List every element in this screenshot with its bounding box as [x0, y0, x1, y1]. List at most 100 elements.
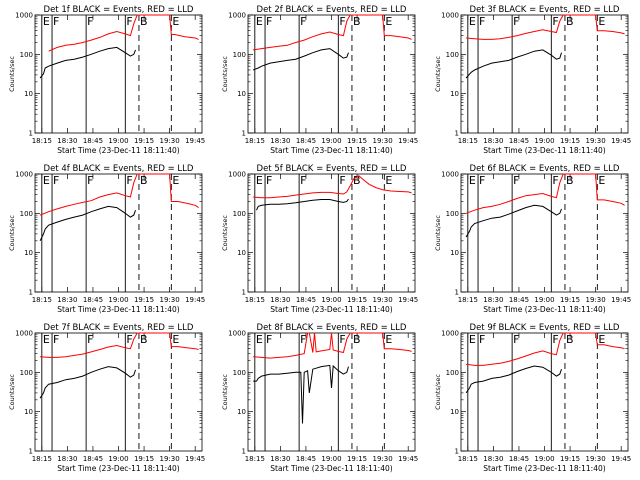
y-tick-label: 1000 — [15, 12, 33, 20]
series-lld-line — [48, 14, 199, 52]
x-axis-label: Start Time (23-Dec-11 18:11:40) — [483, 146, 605, 155]
x-tick-label: 19:30 — [160, 137, 180, 145]
x-tick-label: 18:30 — [57, 137, 77, 145]
event-marker-label: F — [266, 174, 272, 187]
x-tick-label: 19:30 — [586, 137, 606, 145]
event-marker-label: F — [87, 174, 93, 187]
event-marker-label: E — [385, 333, 392, 346]
series-lld-line — [466, 14, 625, 40]
series-events-line — [253, 364, 349, 424]
event-marker-label: E — [256, 15, 263, 28]
event-marker-label: B — [353, 174, 361, 187]
event-marker-label: F — [53, 174, 59, 187]
plot-frame — [34, 14, 203, 134]
x-tick-label: 19:45 — [185, 455, 205, 463]
series-lld-line — [253, 332, 412, 359]
y-tick-label: 1 — [242, 130, 246, 138]
x-tick-label: 19:15 — [134, 137, 154, 145]
event-marker-label: E — [598, 174, 605, 187]
x-tick-label: 19:15 — [347, 137, 367, 145]
y-axis-label: Counts/sec — [221, 215, 229, 251]
event-marker-label: F — [552, 15, 558, 28]
x-tick-label: 19:45 — [398, 296, 418, 304]
event-marker-label: E — [385, 15, 392, 28]
y-axis-label: Counts/sec — [8, 374, 16, 410]
x-tick-label: 19:30 — [586, 296, 606, 304]
y-tick-label: 1000 — [441, 12, 459, 20]
x-tick-label: 18:30 — [57, 296, 77, 304]
event-marker-label: E — [256, 333, 263, 346]
y-tick-label: 100 — [446, 210, 459, 218]
event-marker-label: F — [300, 333, 306, 346]
event-marker-label: F — [126, 333, 132, 346]
x-tick-label: 19:30 — [160, 296, 180, 304]
plot-frame — [247, 173, 416, 293]
event-marker-label: E — [598, 15, 605, 28]
event-marker-label: B — [140, 15, 148, 28]
panel-title: Det 2f BLACK = Events, RED = LLD — [257, 5, 407, 15]
x-tick-label: 19:15 — [347, 296, 367, 304]
x-tick-label: 18:30 — [270, 137, 290, 145]
event-marker-label: F — [300, 15, 306, 28]
y-tick-label: 1 — [455, 289, 459, 297]
x-tick-label: 18:30 — [57, 455, 77, 463]
y-tick-label: 10 — [450, 408, 459, 416]
x-tick-label: 19:00 — [534, 455, 554, 463]
x-tick-label: 18:15 — [458, 296, 478, 304]
panel-title: Det 8f BLACK = Events, RED = LLD — [257, 323, 407, 333]
x-axis-label: Start Time (23-Dec-11 18:11:40) — [57, 146, 179, 155]
x-tick-label: 19:15 — [560, 455, 580, 463]
y-axis-label: Counts/sec — [221, 56, 229, 92]
detector-panel: Det 7f BLACK = Events, RED = LLD 1 10 100 10… — [8, 323, 205, 473]
plot-frame — [34, 332, 203, 452]
panel-title: Det 4f BLACK = Events, RED = LLD — [44, 164, 194, 174]
event-marker-label: E — [43, 15, 50, 28]
series-lld-line — [466, 332, 625, 366]
y-tick-label: 1 — [455, 130, 459, 138]
detector-panel: Det 3f BLACK = Events, RED = LLD 1 10 100 10… — [434, 5, 631, 155]
panel-title: Det 9f BLACK = Events, RED = LLD — [470, 323, 620, 333]
panel-title: Det 5f BLACK = Events, RED = LLD — [257, 164, 407, 174]
event-marker-label: E — [385, 174, 392, 187]
event-marker-label: E — [598, 333, 605, 346]
event-marker-label: B — [566, 174, 574, 187]
series-events-line — [252, 48, 349, 71]
x-tick-label: 19:00 — [321, 455, 341, 463]
panel-title: Det 6f BLACK = Events, RED = LLD — [470, 164, 620, 174]
event-marker-label: F — [339, 333, 345, 346]
x-axis-label: Start Time (23-Dec-11 18:11:40) — [270, 146, 392, 155]
y-tick-label: 1000 — [228, 330, 246, 338]
event-marker-label: F — [126, 15, 132, 28]
x-tick-label: 18:45 — [296, 296, 316, 304]
event-marker-label: E — [43, 174, 50, 187]
plot-frame — [460, 14, 629, 134]
series-events-line — [465, 49, 562, 79]
event-marker-label: F — [513, 174, 519, 187]
x-tick-label: 19:30 — [373, 296, 393, 304]
series-lld-line — [39, 173, 199, 216]
y-tick-label: 100 — [233, 51, 246, 59]
y-tick-label: 100 — [446, 51, 459, 59]
x-tick-label: 18:15 — [458, 455, 478, 463]
event-marker-label: F — [87, 15, 93, 28]
x-tick-label: 19:15 — [134, 455, 154, 463]
y-tick-label: 10 — [24, 249, 33, 257]
series-lld-line — [40, 332, 199, 358]
y-tick-label: 10 — [237, 90, 246, 98]
event-marker-label: B — [566, 333, 574, 346]
event-marker-label: F — [479, 174, 485, 187]
event-marker-label: F — [126, 174, 132, 187]
detector-panel: Det 8f BLACK = Events, RED = LLD 1 10 100 10… — [221, 323, 418, 473]
x-tick-label: 18:45 — [83, 296, 103, 304]
y-tick-label: 1000 — [441, 330, 459, 338]
x-tick-label: 18:30 — [270, 455, 290, 463]
x-tick-label: 18:45 — [509, 137, 529, 145]
x-tick-label: 19:45 — [398, 455, 418, 463]
y-axis-label: Counts/sec — [434, 56, 442, 92]
y-tick-label: 1 — [242, 289, 246, 297]
x-axis-label: Start Time (23-Dec-11 18:11:40) — [483, 305, 605, 314]
x-tick-label: 19:30 — [586, 455, 606, 463]
event-marker-label: B — [566, 15, 574, 28]
event-marker-label: F — [266, 333, 272, 346]
